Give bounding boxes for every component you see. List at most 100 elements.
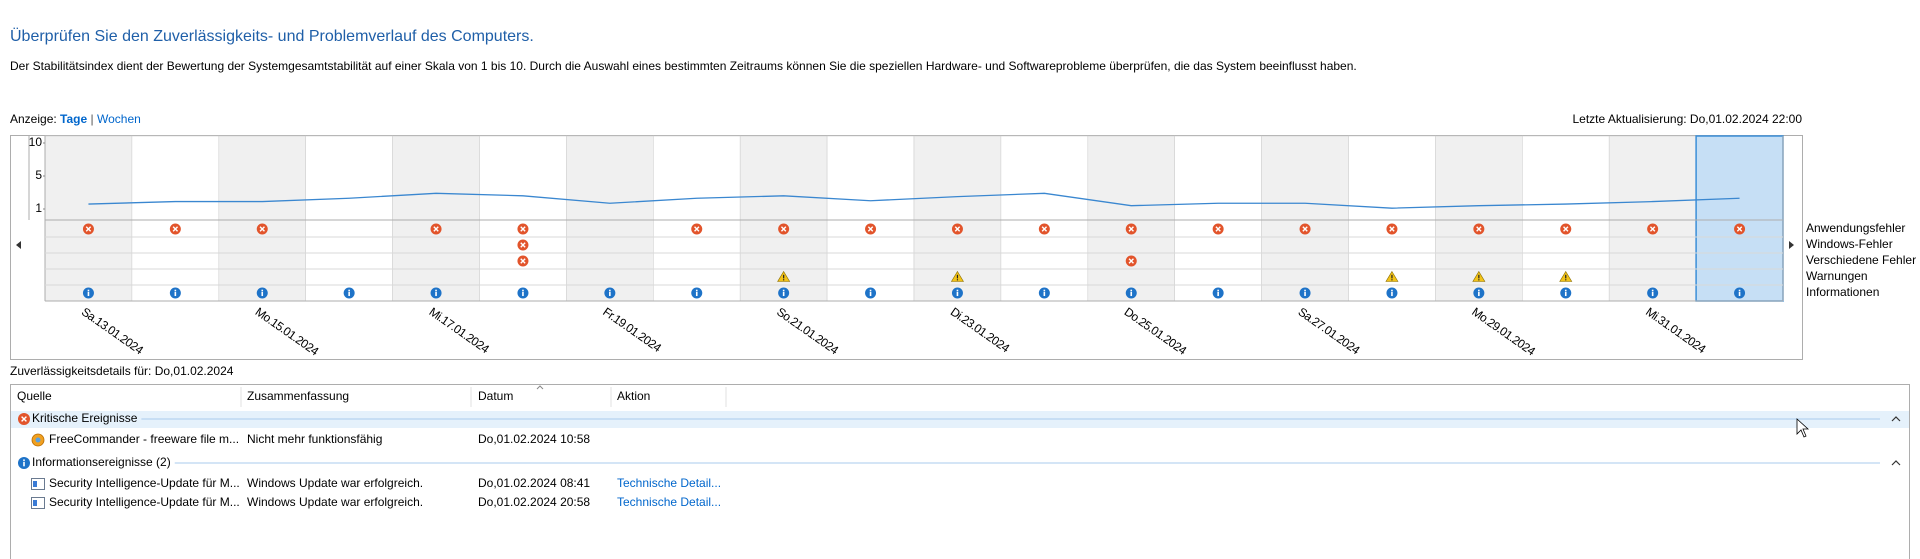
error-icon-x [780, 226, 787, 232]
error-icon-x [1128, 226, 1134, 232]
event-icon [1647, 223, 1659, 235]
error-icon-x [259, 226, 265, 232]
warning-icon-dot [1391, 279, 1393, 281]
event-icon [169, 287, 181, 299]
error-icon-x [172, 226, 179, 232]
column-header[interactable]: Datum [478, 389, 513, 403]
info-icon-dot [1651, 289, 1654, 292]
event-icon [1734, 223, 1746, 235]
action-link[interactable]: Technische Detail... [617, 495, 721, 509]
info-icon-i [1564, 291, 1567, 297]
info-icon-dot [1391, 289, 1393, 292]
source[interactable]: Security Intelligence-Update für M... [49, 495, 240, 509]
info-icon-dot [261, 289, 264, 292]
event-icon [1559, 270, 1573, 282]
event-icon [430, 223, 442, 235]
day-column[interactable] [1087, 135, 1176, 302]
last-update: Letzte Aktualisierung: Do,01.02.2024 22:… [1573, 112, 1803, 126]
column-header[interactable]: Aktion [617, 389, 650, 403]
warning-icon-mark [956, 274, 959, 279]
source[interactable]: Security Intelligence-Update für M... [49, 476, 240, 490]
day-column[interactable] [392, 135, 480, 302]
error-icon-x [1389, 226, 1395, 232]
info-icon-dot [869, 289, 872, 292]
warning-icon-mark [1565, 274, 1567, 279]
info-icon-i [609, 291, 611, 297]
error-icon-x [1215, 226, 1221, 232]
source[interactable]: FreeCommander - freeware file m... [49, 432, 239, 446]
info-icon-i [348, 291, 350, 297]
event-icon [1038, 223, 1050, 235]
info-icon-i [782, 291, 785, 297]
details-table [10, 384, 1910, 559]
description: Der Stabilitätsindex dient der Bewertung… [10, 59, 1357, 73]
day-column[interactable] [826, 135, 915, 302]
view-option[interactable]: Tage [60, 112, 87, 126]
error-icon-x [520, 242, 526, 248]
day-column[interactable] [479, 135, 567, 302]
error-icon-x [694, 226, 700, 232]
day-column[interactable] [305, 135, 393, 302]
group-header[interactable]: Informationsereignisse (2) [32, 455, 171, 469]
day-column[interactable] [1000, 135, 1089, 302]
day-column[interactable] [652, 135, 741, 302]
warning-icon-dot [1478, 279, 1480, 281]
scroll-right[interactable] [1789, 241, 1794, 249]
day-column[interactable] [44, 135, 133, 302]
error-icon-x [520, 258, 526, 264]
event-icon [1560, 287, 1572, 299]
summary: Windows Update war erfolgreich. [247, 476, 423, 490]
stability-line [88, 192, 1740, 209]
info-icon-i [1043, 291, 1046, 297]
info-icon-dot [1130, 289, 1133, 292]
legend-label: Windows-Fehler [1806, 237, 1893, 251]
info-icon-i [1651, 291, 1654, 297]
action-link[interactable]: Technische Detail... [617, 476, 721, 490]
info-icon-i [1217, 291, 1219, 297]
sort-indicator [536, 385, 544, 390]
day-column[interactable] [1695, 135, 1784, 302]
event-icon [778, 223, 790, 235]
info-icon-dot [695, 289, 698, 292]
group-collapse[interactable] [1891, 460, 1901, 466]
group-icon [18, 413, 30, 425]
day-column[interactable] [218, 135, 307, 302]
column-header[interactable]: Quelle [17, 389, 52, 403]
event-icon [256, 287, 268, 299]
y-tick-label: 1 [35, 201, 42, 215]
event-icon [1386, 223, 1398, 235]
info-icon-i [435, 291, 437, 297]
day-column[interactable] [131, 135, 220, 302]
legend-label: Verschiedene Fehler [1806, 253, 1916, 267]
day-column[interactable] [1174, 135, 1262, 302]
app-icon-inner [35, 437, 41, 443]
info-icon-i [1738, 291, 1741, 297]
day-column[interactable] [1261, 135, 1349, 302]
day-column[interactable] [566, 135, 654, 302]
view-option[interactable]: Wochen [97, 112, 141, 126]
group-collapse[interactable] [1891, 416, 1901, 422]
warning-icon-dot [1565, 279, 1567, 281]
date: Do,01.02.2024 20:58 [478, 495, 590, 509]
info-icon-i [522, 291, 524, 297]
legend-label: Anwendungsfehler [1806, 221, 1905, 235]
info-icon-i [1304, 291, 1306, 297]
error-icon-x [1476, 226, 1482, 232]
info-icon-dot [348, 289, 350, 292]
event-icon [951, 287, 963, 299]
day-column[interactable] [1608, 135, 1697, 302]
group-header[interactable]: Kritische Ereignisse [32, 411, 138, 425]
error-icon-x [1128, 258, 1134, 264]
event-icon [604, 287, 616, 299]
summary: Windows Update war erfolgreich. [247, 495, 423, 509]
column-header[interactable]: Zusammenfassung [247, 389, 349, 403]
error-icon-x [1649, 226, 1656, 232]
scroll-left[interactable] [16, 241, 21, 249]
event-icon [691, 287, 703, 299]
event-icon [1734, 287, 1746, 299]
update-icon-bar [33, 500, 37, 506]
event-icon [1125, 287, 1137, 299]
event-icon [1560, 223, 1572, 235]
info-icon-dot [1738, 289, 1741, 292]
